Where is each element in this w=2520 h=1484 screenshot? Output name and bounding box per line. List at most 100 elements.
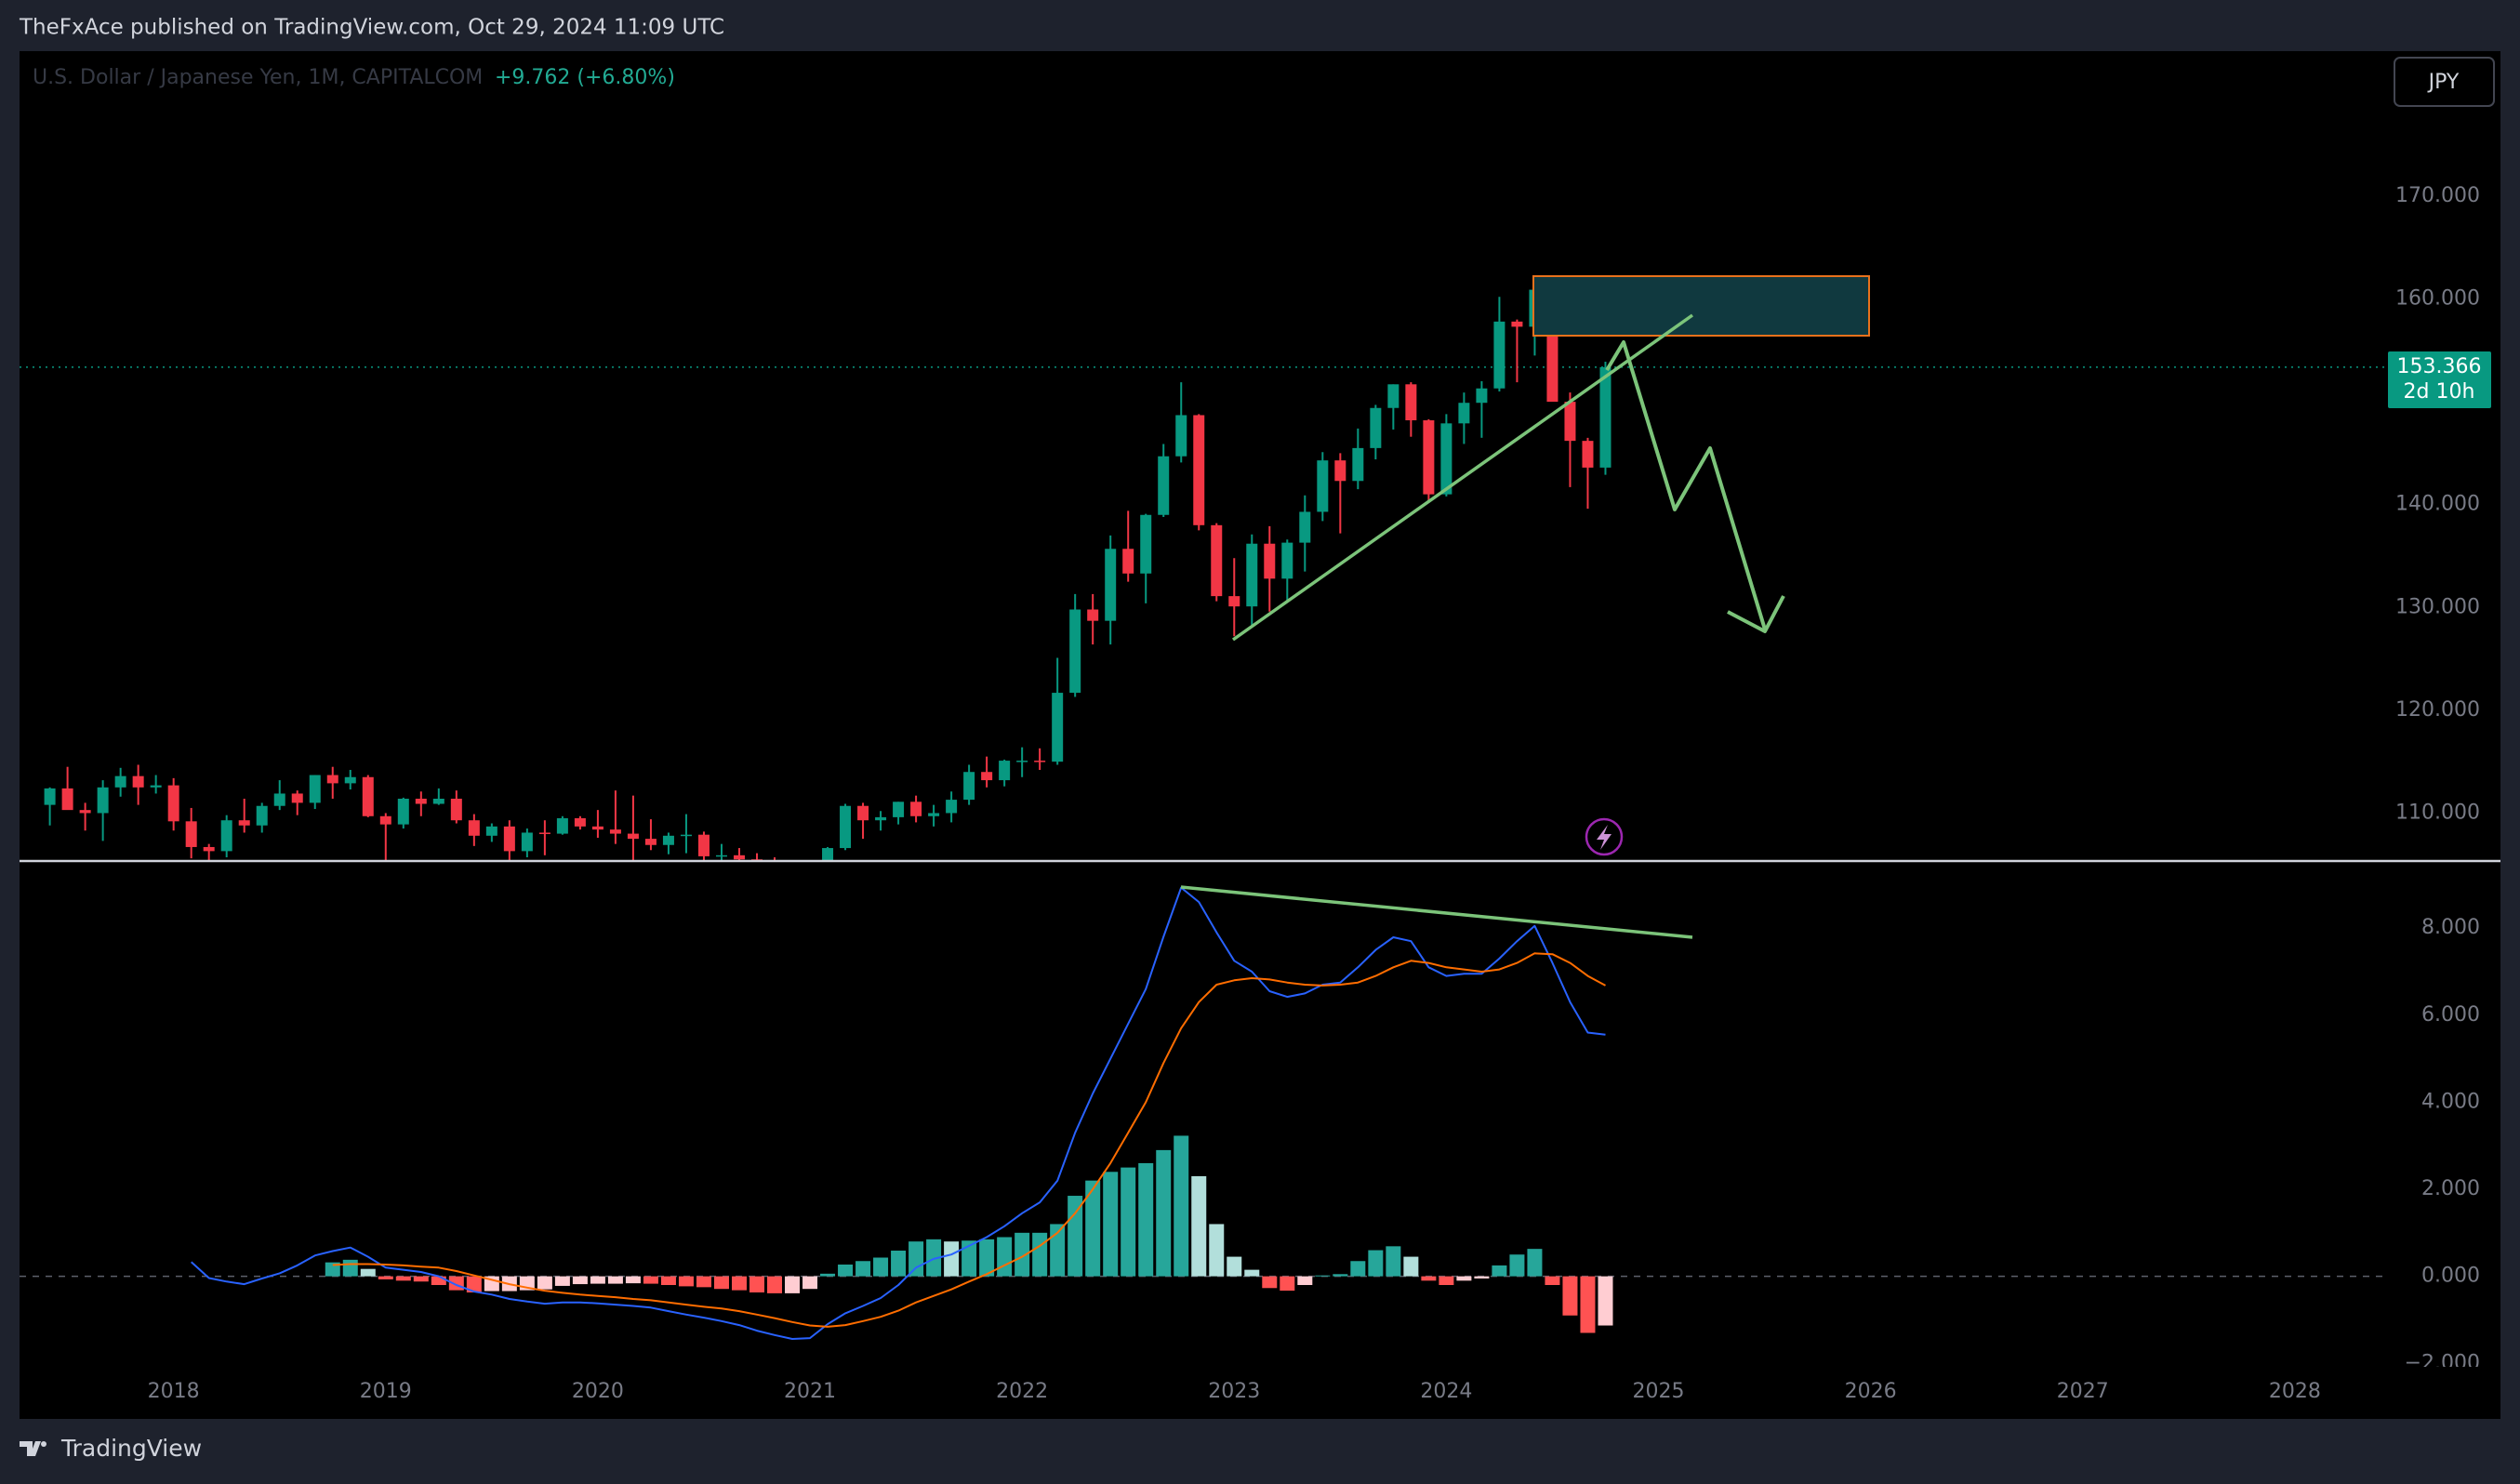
candle-body <box>910 802 922 816</box>
histogram-bar <box>820 1273 836 1277</box>
candle-body <box>132 775 144 788</box>
candle-body <box>875 816 887 821</box>
candle-body <box>238 820 250 826</box>
candle-body <box>1069 609 1081 694</box>
x-tick-label: 2025 <box>1633 1380 1685 1403</box>
last-price-label: 153.366 <box>2397 355 2482 378</box>
histogram-bar <box>360 1268 376 1277</box>
macd-divergence-line <box>1180 885 1693 939</box>
histogram-bar <box>1209 1224 1225 1277</box>
candle-body <box>415 798 427 804</box>
price-tick-label: 110.000 <box>2395 801 2480 824</box>
histogram-bar <box>713 1276 729 1290</box>
candle-body <box>521 832 533 852</box>
histogram-bar <box>466 1276 482 1292</box>
histogram-bar <box>537 1276 552 1290</box>
x-tick-label: 2020 <box>572 1380 624 1403</box>
candle-body <box>1158 456 1170 515</box>
histogram-bar <box>1174 1135 1189 1277</box>
candle-body <box>1352 447 1364 482</box>
histogram-bar <box>1439 1276 1454 1285</box>
histogram-bar <box>1156 1149 1172 1277</box>
candle-body <box>644 839 657 845</box>
candle-body <box>609 829 621 834</box>
candle-body <box>468 820 480 836</box>
candle-body <box>1246 543 1258 607</box>
histogram-bar <box>1032 1232 1048 1277</box>
histogram-bar <box>749 1276 764 1292</box>
histogram-bar <box>838 1264 854 1277</box>
candle-body <box>1264 543 1276 579</box>
histogram-bar <box>1509 1254 1525 1277</box>
event-icon[interactable] <box>1585 817 1624 856</box>
brand-name: TradingView <box>60 1435 202 1462</box>
candle-body <box>1228 596 1240 607</box>
candle-body <box>220 820 232 852</box>
candle-body <box>1511 321 1523 327</box>
candle-body <box>840 805 852 849</box>
candle-body <box>556 817 568 834</box>
macd-panel: −2.000 0.000 2.000 4.000 6.000 8.000 <box>20 886 2480 1374</box>
histogram-bar <box>1103 1172 1119 1277</box>
currency-button[interactable]: JPY <box>2394 57 2495 107</box>
candle-body <box>326 775 338 784</box>
candle-body <box>574 817 586 827</box>
histogram-bar <box>979 1239 995 1277</box>
candle-body <box>1016 761 1028 762</box>
histogram-bar <box>802 1276 818 1290</box>
macd-tick-label: 6.000 <box>2421 1003 2480 1027</box>
candle-body <box>946 800 958 814</box>
candle-body <box>627 833 639 840</box>
candle-body <box>1052 693 1064 762</box>
histogram-bar <box>997 1237 1013 1277</box>
histogram-bar <box>590 1276 605 1284</box>
histogram-bar <box>1474 1276 1490 1279</box>
candle-body <box>256 805 268 826</box>
x-tick-label: 2027 <box>2057 1380 2109 1403</box>
histogram-bar <box>1333 1274 1348 1277</box>
candle-body <box>1476 388 1488 404</box>
histogram-bar <box>696 1276 711 1288</box>
x-tick-label: 2019 <box>360 1380 412 1403</box>
histogram-bar <box>678 1276 694 1287</box>
candle-body <box>362 776 374 816</box>
x-tick-label: 2024 <box>1420 1380 1472 1403</box>
candle-body <box>1564 402 1576 442</box>
histogram-bar <box>1315 1275 1331 1277</box>
candle-body <box>591 826 603 830</box>
candle-body <box>203 846 215 852</box>
drawings <box>1180 275 1870 939</box>
candle-body <box>44 788 56 805</box>
candle-body <box>273 793 285 806</box>
candle-body <box>893 802 905 817</box>
candle-body <box>1599 366 1611 468</box>
candle-body <box>485 826 497 836</box>
candle-body <box>1582 441 1594 468</box>
x-tick-label: 2026 <box>1845 1380 1897 1403</box>
candle-body <box>697 834 710 856</box>
last-price-tag: 153.366 2d 10h <box>2388 351 2491 408</box>
macd-tick-label: −2.000 <box>2405 1351 2480 1374</box>
histogram-bar <box>891 1251 907 1277</box>
candle-body <box>1405 384 1417 421</box>
currency-label[interactable]: JPY <box>2427 71 2460 94</box>
macd-tick-label: 4.000 <box>2421 1090 2480 1113</box>
histogram-bar <box>395 1276 411 1281</box>
symbol-title: U.S. Dollar / Japanese Yen, 1M, CAPITALC… <box>33 66 483 89</box>
candle-body <box>1423 420 1435 495</box>
candle-body <box>1175 415 1187 457</box>
histogram-bar <box>1191 1175 1207 1277</box>
histogram-bar <box>1562 1276 1578 1316</box>
candle-body <box>309 775 321 803</box>
currency-button-frame[interactable] <box>2394 57 2495 107</box>
histogram-bar <box>1121 1167 1136 1277</box>
histogram-bar <box>785 1276 801 1293</box>
x-tick-label: 2021 <box>784 1380 836 1403</box>
histogram-bar <box>1580 1276 1596 1333</box>
histogram-bar <box>1085 1180 1101 1277</box>
price-tick-label: 140.000 <box>2395 493 2480 516</box>
candle-body <box>379 815 391 825</box>
x-tick-label: 2023 <box>1208 1380 1260 1403</box>
